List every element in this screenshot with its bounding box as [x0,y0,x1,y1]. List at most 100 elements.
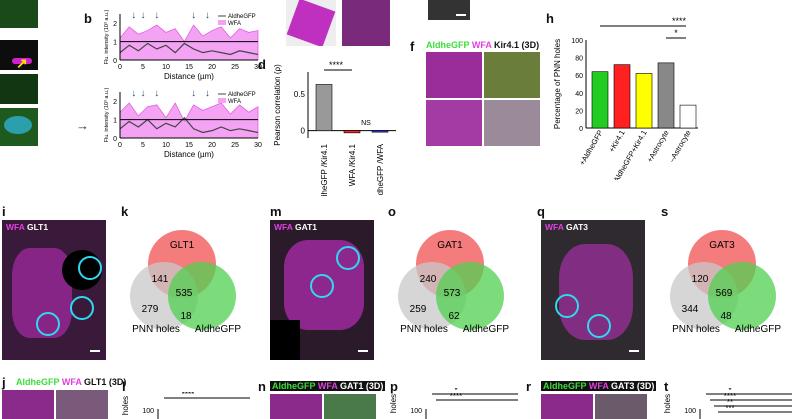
q-label-wfa: WFA [545,222,564,232]
panel-label-f: f [410,39,415,54]
panel-label-t: t [664,379,669,394]
venn-count: 120 [692,274,709,285]
bar [315,84,333,131]
i-image: WFA GLT1 [2,220,106,360]
venn-set-label: PNN holes [132,324,180,335]
f-label-wfa: WFA [471,40,492,50]
y-tick-label: 100 [571,38,583,45]
ring-1 [555,294,579,318]
y-tick-label: 2 [113,21,117,28]
q-image: WFA GAT3 [541,220,645,360]
x-tick-label: –Astrocyte [667,129,693,164]
sig-label: NS [361,120,371,127]
venn-circle-right [436,262,504,330]
sig-label: ** [727,398,733,407]
x-tick-label: 15 [185,142,193,149]
panel-label-k: k [121,204,129,219]
ring-2 [587,314,611,338]
arrow-down-icon: ↓ [131,10,136,21]
j-label-aldhegfp: AldheGFP [16,377,60,387]
y-tick-label: 0 [113,58,117,65]
venn-o: GAT1 PNN holes AldheGFP 240 573 259 62 [398,230,509,335]
x-tick-label: 20 [208,142,216,149]
n-label-wfa: WFA [317,381,338,391]
venn-count: 62 [448,311,460,322]
r-label-wfa: WFA [588,381,609,391]
bar [371,130,389,133]
y-tick-label: 100 [410,408,422,415]
venn-count: 18 [180,311,192,322]
y-tick-label: 100 [684,408,696,415]
arrow-right-icon: → [76,118,89,133]
ring-2 [310,274,334,298]
j-image-b [56,390,108,419]
arrow-down-icon: ↓ [191,88,196,99]
panel-label-n: n [258,379,266,394]
x-tick-label: 20 [208,64,216,71]
m-label-gat1: GAT1 [294,222,317,232]
y-tick-label: 0.5 [294,90,306,99]
r-image-b [595,394,647,419]
x-tick-label: 0 [118,64,122,71]
arrow-down-icon: ↓ [205,10,210,21]
panel-label-o: o [388,204,396,219]
ring-1 [336,246,360,270]
ring-2 [70,296,94,320]
x-tick-label: 0 [118,142,122,149]
series-wfa-area [119,24,259,61]
n-image-a [270,394,322,419]
venn-set-label: PNN holes [400,324,448,335]
x-tick-label: 30 [254,64,262,71]
y-tick-label: 0 [301,127,306,136]
arrow-yellow-icon: ↗ [16,55,28,71]
arrow-down-icon: ↓ [141,10,146,21]
venn-set-label: GAT1 [437,240,463,251]
x-tick-label: 10 [162,142,170,149]
panel-label-j: j [2,375,6,390]
x-tick-label: 25 [231,142,239,149]
sig-label: * [728,388,731,395]
render-3d-top-b [342,0,390,46]
panel-label-p: p [390,379,398,394]
bar [613,64,631,129]
q-label-gat3: GAT3 [565,222,588,232]
i-label-glt1: GLT1 [26,222,49,232]
panel-label-r: r [526,379,532,394]
micro-top-strip-1 [0,0,38,28]
j-image-a [2,390,54,419]
venn-set-label: PNN holes [672,324,720,335]
chart-d: 0 0.5 Pearson correlation (ρ) AldheGFP /Kir… [273,60,396,196]
m-image: WFA GAT1 [270,220,374,360]
sig-label: * [674,28,678,38]
r-channel-labels: AldheGFP WFA GAT3 (3D) [541,381,657,391]
series-aldhegfp-line [119,42,259,56]
chart-l: holes 100 **** [121,392,250,419]
j-label-wfa: WFA [61,377,82,387]
ring-1 [78,256,102,280]
sig-label: **** [329,60,344,70]
y-axis-label: holes [389,394,398,413]
legend-aldhegfp: AldheGFP [228,92,256,98]
i-label-wfa: WFA [6,222,25,232]
f-channel-labels: AldheGFP WFA Kir4.1 (3D) [426,40,539,50]
venn-circle-right [708,262,776,330]
bar [657,62,675,129]
arrow-down-icon: ↓ [131,88,136,99]
n-channel-labels: AldheGFP WFA GAT1 (3D) [270,381,386,391]
micro-top-strip-2 [0,40,38,70]
panel-label-b: b [84,11,92,26]
y-axis-label: Pearson correlation (ρ) [273,64,282,146]
f-image-tl [426,52,482,98]
arrow-down-icon: ↓ [141,88,146,99]
legend-wfa-swatch [218,98,226,103]
x-tick-label: WFA /Kir4.1 [348,143,357,186]
venn-k: GLT1 PNN holes AldheGFP 141 535 279 18 [130,230,241,335]
f-image-tr [484,52,540,98]
y-axis-label: holes [121,396,130,415]
y-tick-label: 60 [575,73,583,80]
x-tick-label: 30 [254,142,262,149]
j-label-glt1: GLT1 (3D) [84,377,127,387]
y-tick-label: 80 [575,56,583,63]
y-tick-label: 0 [579,126,583,133]
venn-set-label: GLT1 [170,240,195,251]
